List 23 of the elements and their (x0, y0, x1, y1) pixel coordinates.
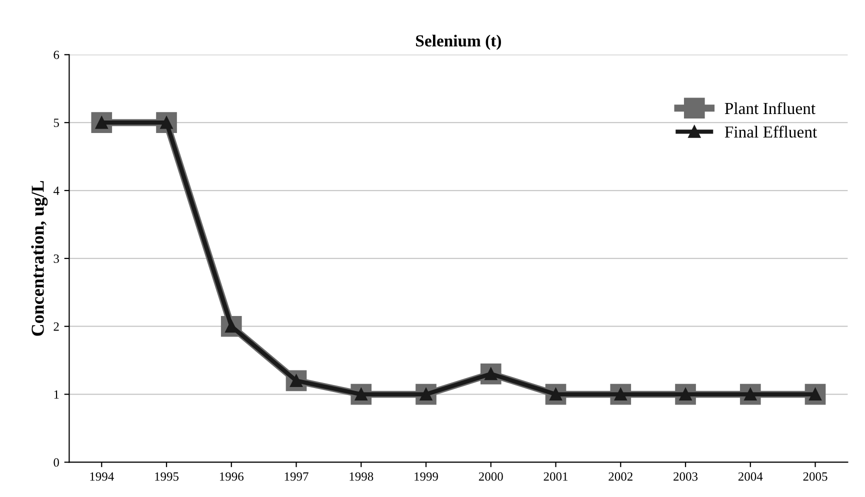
y-axis-title: Concentration, ug/L (31, 180, 48, 336)
y-tick-label: 3 (54, 254, 59, 263)
legend-label: Plant Influent (724, 102, 816, 114)
x-tick-label: 1997 (284, 472, 308, 481)
x-tick-label: 1998 (350, 472, 374, 481)
x-tick-label: 2000 (478, 472, 503, 481)
x-tick-label: 2002 (608, 472, 632, 481)
y-tick-label: 2 (54, 322, 59, 331)
y-tick-label: 0 (54, 458, 59, 467)
y-tick-label: 6 (54, 50, 60, 60)
x-tick-label: 1995 (155, 472, 179, 481)
x-tick-label: 2005 (803, 472, 828, 481)
legend-label: Final Effluent (724, 126, 818, 138)
chart-title: Selenium (t) (416, 34, 501, 50)
y-tick-label: 5 (54, 118, 59, 128)
x-tick-label: 2001 (544, 472, 568, 481)
x-tick-label: 1999 (414, 472, 438, 481)
x-tick-label: 1996 (220, 472, 244, 481)
y-tick-label: 1 (54, 390, 59, 399)
x-tick-label: 2004 (738, 472, 763, 481)
x-tick-label: 2003 (674, 472, 698, 481)
y-tick-label: 4 (53, 186, 60, 195)
x-tick-label: 1994 (90, 472, 114, 481)
